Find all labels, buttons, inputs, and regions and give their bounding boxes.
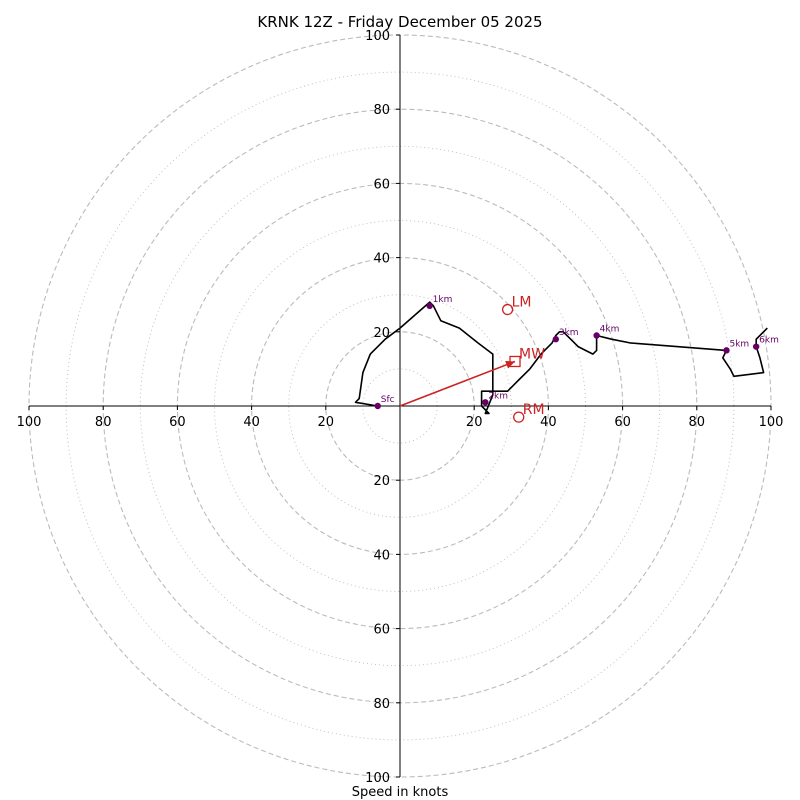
height-label-5km: 5km — [729, 339, 749, 349]
height-label-3km: 3km — [559, 328, 579, 338]
hodograph-line — [354, 301, 768, 415]
mw-marker — [509, 355, 521, 368]
mw-label: MW — [519, 346, 545, 362]
y-tick-label: 100 — [365, 771, 390, 786]
x-tick-label: 60 — [614, 415, 631, 430]
y-tick-label: 20 — [373, 474, 390, 489]
x-axis-label: Speed in knots — [352, 785, 449, 800]
height-marker-6km — [752, 343, 760, 350]
y-tick-label: 40 — [373, 548, 390, 563]
height-label-2km: 2km — [488, 391, 508, 401]
x-tick-label: 20 — [466, 415, 483, 430]
height-marker-4km — [593, 332, 600, 339]
height-marker-2km — [482, 399, 489, 406]
y-tick-label: 100 — [365, 29, 390, 44]
x-tick-label: 100 — [759, 415, 784, 430]
chart-title: KRNK 12Z - Friday December 05 2025 — [257, 13, 542, 31]
wind-trace — [354, 301, 768, 415]
rm-marker — [513, 411, 525, 423]
y-tick-label: 60 — [373, 177, 390, 192]
y-tick-label: 60 — [373, 623, 390, 638]
mean-wind-vector — [399, 360, 516, 407]
storm-motion-markers: LM MW RM — [399, 295, 545, 423]
height-label-sfc: Sfc — [381, 395, 395, 405]
height-markers: Sfc 1km 2km 3km 4km 5km 6km — [374, 295, 779, 410]
y-tick-label: 80 — [373, 103, 390, 118]
height-marker-3km — [552, 336, 560, 343]
height-marker-sfc — [374, 402, 381, 410]
x-tick-label: 40 — [243, 415, 260, 430]
lm-label: LM — [512, 295, 532, 311]
x-tick-label: 20 — [318, 415, 335, 430]
lm-marker — [501, 303, 514, 316]
height-label-1km: 1km — [433, 295, 453, 305]
x-tick-label: 40 — [540, 415, 557, 430]
rm-label: RM — [523, 402, 545, 418]
y-tick-label: 80 — [373, 697, 390, 712]
x-tick-label: 80 — [95, 415, 112, 430]
y-tick-label: 40 — [373, 252, 390, 267]
y-tick-label: 20 — [373, 326, 390, 341]
height-marker-5km — [723, 347, 730, 354]
x-tick-label: 100 — [17, 415, 42, 430]
x-tick-label: 60 — [169, 415, 186, 430]
height-label-4km: 4km — [600, 325, 620, 335]
height-marker-1km — [426, 302, 433, 310]
x-tick-label: 80 — [689, 415, 706, 430]
tick-labels: 100 80 60 40 20 20 40 60 80 100 100 80 60 40 20 20 40 60 8… — [17, 29, 784, 786]
height-label-6km: 6km — [759, 336, 779, 346]
